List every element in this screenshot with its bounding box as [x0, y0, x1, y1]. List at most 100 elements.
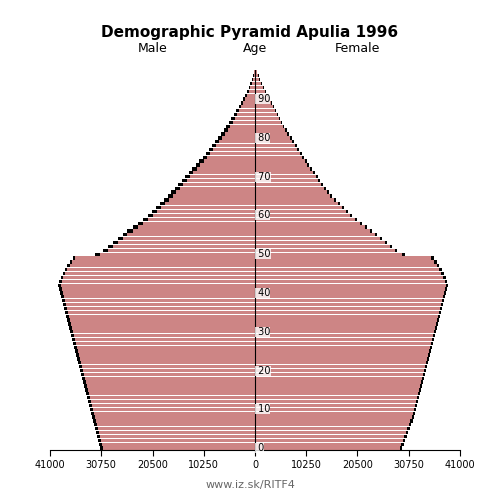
Bar: [255, 431, 408, 434]
Bar: [255, 284, 446, 287]
Bar: [63, 276, 255, 279]
Bar: [98, 431, 255, 434]
Bar: [76, 346, 255, 349]
Bar: [255, 314, 440, 318]
Bar: [209, 148, 255, 151]
Bar: [252, 78, 255, 82]
Bar: [249, 90, 255, 93]
Bar: [255, 354, 428, 356]
Bar: [132, 226, 255, 228]
Text: 0: 0: [255, 443, 264, 453]
Bar: [210, 152, 255, 155]
Bar: [255, 330, 436, 334]
Bar: [83, 380, 255, 384]
Bar: [255, 152, 302, 155]
Bar: [197, 167, 255, 170]
Bar: [249, 86, 255, 89]
Bar: [255, 307, 442, 310]
Bar: [220, 140, 255, 143]
Bar: [255, 190, 330, 194]
Bar: [255, 109, 276, 112]
Bar: [255, 268, 442, 272]
Bar: [92, 404, 255, 407]
Bar: [95, 427, 255, 430]
Bar: [252, 82, 255, 85]
Bar: [255, 423, 412, 426]
Bar: [255, 404, 418, 407]
Bar: [183, 182, 255, 186]
Bar: [160, 202, 255, 205]
Bar: [62, 299, 255, 302]
Bar: [255, 299, 444, 302]
Bar: [164, 202, 255, 205]
Bar: [254, 74, 255, 78]
Bar: [185, 175, 255, 178]
Bar: [255, 288, 448, 290]
Bar: [230, 124, 255, 128]
Bar: [255, 252, 402, 256]
Text: 90: 90: [255, 94, 270, 104]
Bar: [255, 78, 260, 82]
Bar: [182, 179, 255, 182]
Bar: [255, 416, 412, 418]
Text: 30: 30: [255, 326, 270, 336]
Bar: [255, 222, 360, 225]
Bar: [254, 70, 255, 74]
Bar: [218, 136, 255, 140]
Bar: [255, 280, 445, 283]
Bar: [255, 303, 441, 306]
Bar: [78, 361, 255, 364]
Bar: [232, 117, 255, 120]
Bar: [76, 342, 255, 345]
Bar: [255, 117, 279, 120]
Bar: [255, 427, 410, 430]
Bar: [229, 120, 255, 124]
Bar: [255, 350, 429, 353]
Bar: [68, 310, 255, 314]
Bar: [60, 292, 255, 294]
Bar: [176, 190, 255, 194]
Bar: [255, 346, 430, 349]
Bar: [72, 326, 255, 330]
Bar: [66, 307, 255, 310]
Bar: [250, 86, 255, 89]
Bar: [64, 299, 255, 302]
Bar: [178, 182, 255, 186]
Bar: [255, 256, 432, 260]
Bar: [255, 105, 274, 108]
Bar: [82, 365, 255, 368]
Bar: [86, 392, 255, 396]
Bar: [156, 210, 255, 213]
Bar: [95, 252, 255, 256]
Bar: [80, 361, 255, 364]
Text: 60: 60: [255, 210, 270, 220]
Bar: [88, 392, 255, 396]
Bar: [94, 423, 255, 426]
Bar: [96, 423, 255, 426]
Bar: [255, 148, 300, 151]
Bar: [255, 82, 261, 85]
Bar: [164, 198, 255, 202]
Bar: [171, 190, 255, 194]
Bar: [255, 435, 407, 438]
Bar: [93, 420, 255, 422]
Bar: [92, 408, 255, 411]
Bar: [84, 372, 255, 376]
Bar: [72, 338, 255, 341]
Bar: [214, 148, 255, 151]
Bar: [255, 260, 434, 264]
Bar: [73, 342, 255, 345]
Bar: [69, 326, 255, 330]
Bar: [255, 132, 288, 136]
Bar: [255, 350, 432, 353]
Bar: [255, 322, 438, 326]
Bar: [206, 152, 255, 155]
Bar: [74, 338, 255, 341]
Bar: [72, 256, 255, 260]
Bar: [255, 361, 426, 364]
Bar: [100, 252, 255, 256]
Bar: [160, 206, 255, 210]
Bar: [255, 226, 368, 228]
Bar: [240, 109, 255, 112]
Bar: [84, 376, 255, 380]
